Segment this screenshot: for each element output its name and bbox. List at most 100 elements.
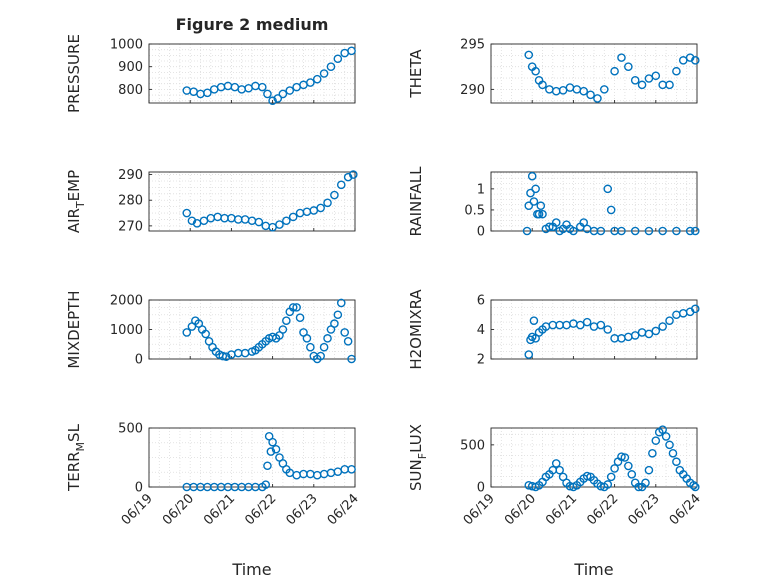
data-point [182, 328, 192, 337]
data-point [220, 213, 229, 223]
data-point [347, 464, 356, 474]
data-point [579, 218, 589, 227]
data-point [288, 303, 298, 312]
data-point [266, 447, 276, 456]
data-point [209, 85, 219, 94]
data-point [644, 74, 654, 83]
data-point [199, 216, 209, 226]
x-tick-label: 06/24 [325, 491, 362, 528]
data-point [610, 334, 619, 343]
data-point [617, 53, 626, 62]
data-point [263, 89, 272, 99]
data-point [348, 170, 358, 179]
data-point [617, 226, 626, 236]
y-tick-label: 4 [477, 323, 485, 338]
data-point [690, 226, 700, 236]
subplot-5: 0 1000 2000 MIXDEPTH [65, 290, 356, 369]
data-point [203, 88, 212, 98]
data-point [536, 201, 546, 211]
data-point [302, 334, 312, 343]
subplot-8: 0 500 SUNFLUX 06/19 06/20 06/21 06/22 06/23 06/2… [407, 424, 704, 528]
data-point [661, 432, 671, 441]
data-point [340, 328, 350, 337]
data-point [302, 207, 312, 217]
data-point [278, 325, 288, 334]
y-axis-label: THETA [407, 49, 425, 99]
data-point [665, 316, 674, 325]
data-point [263, 461, 272, 471]
data-point [333, 310, 343, 320]
data-point [644, 226, 654, 236]
y-axis-label: PRESSURE [65, 34, 83, 113]
data-point [624, 62, 633, 71]
data-point [551, 86, 561, 96]
data-point [624, 461, 633, 471]
data-point [582, 317, 592, 327]
data-point [531, 184, 540, 194]
axes-frame [490, 427, 698, 488]
data-point [251, 81, 260, 91]
data-point [306, 342, 315, 352]
data-point [624, 332, 633, 342]
data-point [565, 83, 575, 92]
x-tick-label: 06/21 [543, 491, 580, 528]
y-tick-label: 1 [477, 182, 485, 197]
data-point [610, 464, 619, 473]
data-point [651, 71, 661, 81]
data-point [600, 85, 609, 94]
data-point [299, 80, 308, 90]
y-tick-label: 0 [477, 481, 485, 496]
data-point [551, 459, 561, 468]
data-point [233, 215, 243, 224]
y-axis-label: RAINFALL [407, 166, 425, 237]
data-point [268, 96, 277, 106]
y-tick-label: 2 [477, 353, 485, 368]
data-point [187, 216, 197, 226]
y-tick-label: 0 [477, 225, 485, 240]
data-point [593, 94, 602, 103]
x-tick-label: 06/21 [201, 491, 238, 528]
y-axis-label: SUNFLUX [407, 424, 429, 491]
data-point [630, 331, 640, 340]
data-point [644, 329, 654, 339]
data-point [524, 50, 534, 60]
series-markers [182, 170, 358, 232]
data-point [658, 322, 667, 331]
grid-lines [148, 43, 356, 103]
data-point [689, 481, 698, 490]
data-point [306, 78, 315, 87]
data-point [326, 468, 336, 478]
x-axis-label-left: Time [231, 560, 271, 579]
data-point [323, 334, 332, 343]
data-point [531, 66, 540, 76]
y-tick-label: 280 [118, 194, 143, 209]
data-point [672, 457, 681, 467]
grid-lines [490, 172, 698, 232]
data-point [658, 425, 667, 434]
y-axis-label: H2OMIXRA [407, 289, 425, 370]
data-point [551, 218, 561, 227]
data-point [610, 66, 619, 76]
data-point [617, 452, 626, 461]
y-tick-label: 290 [460, 83, 485, 98]
data-point [347, 354, 356, 364]
data-point [617, 334, 626, 343]
data-point [596, 320, 606, 330]
data-point [306, 469, 315, 479]
data-point [278, 89, 288, 99]
data-point [630, 76, 640, 85]
x-tick-label: 06/19 [461, 491, 498, 528]
data-point [524, 350, 534, 359]
data-point [333, 54, 343, 64]
grid-lines [148, 172, 356, 231]
data-point [620, 453, 630, 462]
subplot-6: 2 4 6 H2OMIXRA [407, 289, 700, 370]
y-tick-label: 1000 [110, 323, 143, 338]
data-point [555, 465, 564, 475]
data-point [562, 320, 571, 330]
data-point [309, 206, 319, 215]
x-tick-label: 06/23 [626, 491, 663, 528]
data-point [292, 303, 301, 312]
